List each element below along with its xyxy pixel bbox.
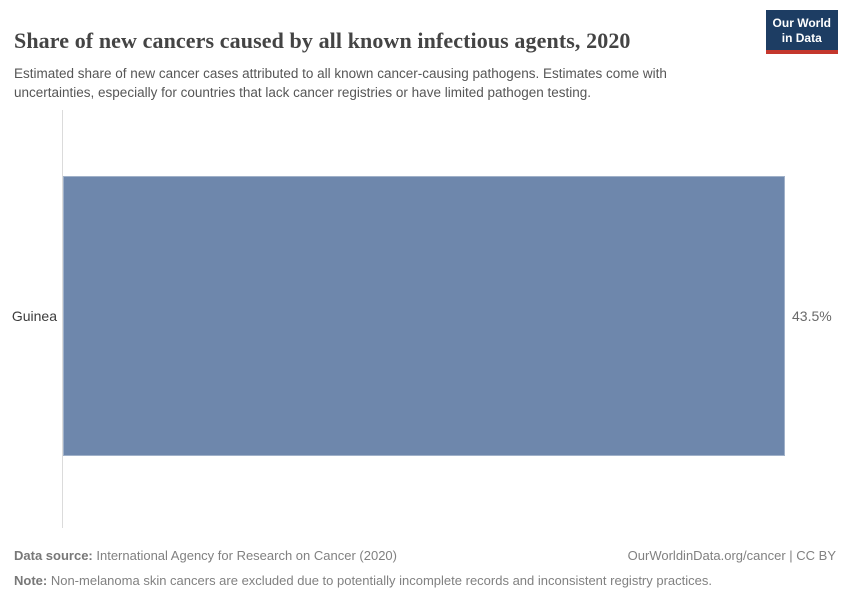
owid-url-link[interactable]: OurWorldinData.org/cancer | CC BY [627,548,836,563]
note-text: Non-melanoma skin cancers are excluded d… [47,572,712,588]
data-source-label: Data source: [14,548,93,563]
footer-source-row: Data source: International Agency for Re… [14,547,836,565]
note-label: Note: [14,572,48,588]
bar-value-label: 43.5% [792,308,832,324]
data-source-line: Data source: International Agency for Re… [14,547,397,565]
owid-logo-line2: in Data [781,31,822,45]
chart-subtitle: Estimated share of new cancer cases attr… [14,65,667,101]
footer-note-row: Note: Non-melanoma skin cancers are excl… [14,572,836,590]
chart-title: Share of new cancers caused by all known… [14,27,631,53]
owid-logo-line1: Our World [772,16,831,30]
bar-guinea[interactable] [63,176,785,456]
data-source-text: International Agency for Research on Can… [92,548,397,563]
chart-footer: Data source: International Agency for Re… [14,547,836,589]
bar-row-guinea: 43.5% [63,176,832,456]
entity-label-guinea: Guinea [11,308,57,324]
y-axis-line [62,110,63,528]
owid-logo[interactable]: Our World in Data [765,10,838,54]
